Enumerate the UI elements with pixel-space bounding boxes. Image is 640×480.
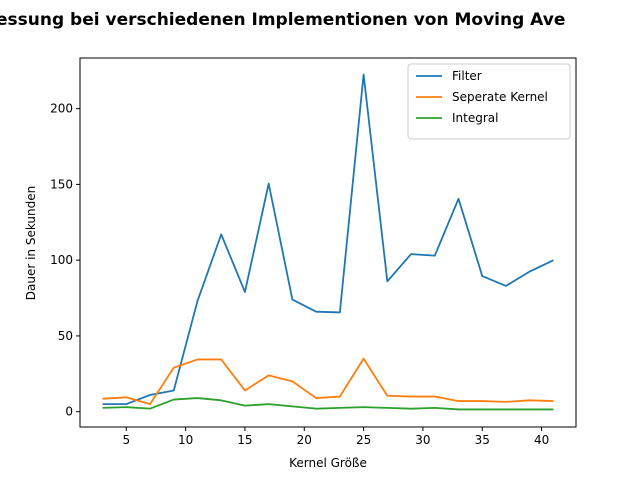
plot-frame [79,57,577,428]
legend-label: Seperate Kernel [452,90,548,104]
x-axis-label: Kernel Größe [289,456,367,470]
legend-label: Integral [452,111,498,125]
series-line-seperate-kernel [102,357,554,406]
x-tick-label: 20 [297,433,312,447]
legend-box [407,63,571,140]
x-tick-label: 10 [178,433,193,447]
y-tick-label: 150 [50,177,73,191]
series-line-integral [102,397,554,411]
series-group [102,73,554,411]
y-axis-label: Dauer in Sekunden [24,186,38,300]
x-tick-label: 25 [356,433,371,447]
legend: Filter Seperate Kernel Integral [407,63,571,140]
legend-label: Filter [452,69,482,83]
x-tick-label: 30 [415,433,430,447]
x-tick-label: 40 [534,433,549,447]
y-tick-label: 200 [50,102,73,116]
x-tick-label: 5 [122,433,130,447]
y-tick-label: 100 [50,253,73,267]
x-axis-ticks: 5 10 15 20 25 30 35 40 [122,427,549,447]
y-tick-label: 0 [65,405,73,419]
y-axis-ticks: 0 50 100 150 200 [50,102,80,419]
series-line-filter [102,73,554,406]
y-tick-label: 50 [58,329,73,343]
x-tick-label: 35 [475,433,490,447]
chart-title: essung bei verschiedenen Implementionen … [0,10,565,30]
x-tick-label: 15 [237,433,252,447]
